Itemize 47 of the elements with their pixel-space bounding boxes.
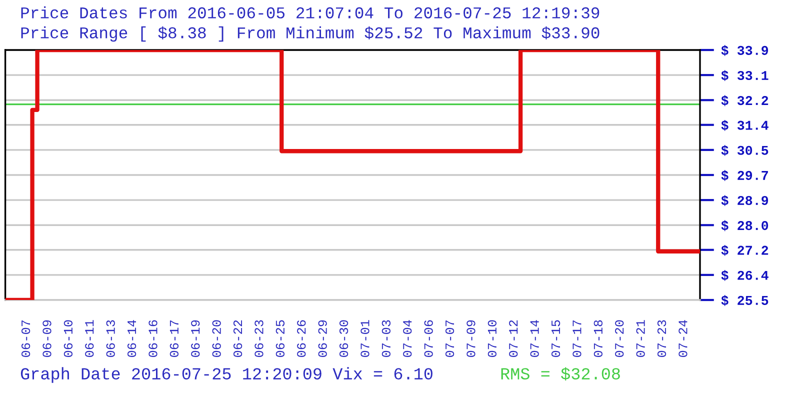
y-tick-label: $ 33.1 xyxy=(721,70,768,82)
x-tick-label: 07-03 xyxy=(382,320,391,358)
y-tick-label: $ 32.2 xyxy=(721,95,768,106)
x-tick-label: 06-19 xyxy=(191,320,200,358)
y-tick-label: $ 27.2 xyxy=(721,244,768,256)
x-tick-label: 06-14 xyxy=(127,320,136,358)
text: Graph Date 2016-07-25 12:20:09 Vix = 6.10 xyxy=(20,367,432,383)
y-tick-label: $ 25.5 xyxy=(721,295,768,306)
x-tick-label: 06-20 xyxy=(212,320,221,358)
x-tick-label: 06-16 xyxy=(148,320,158,358)
y-tick-label: $ 29.7 xyxy=(721,170,768,181)
x-tick-label: 06-26 xyxy=(297,320,306,358)
y-tick-label: $ 31.4 xyxy=(721,120,768,131)
x-tick-label: 07-04 xyxy=(403,320,412,358)
x-tick-label: 07-10 xyxy=(488,320,497,358)
y-tick-label: $ 28.9 xyxy=(721,195,768,206)
x-tick-label: 07-06 xyxy=(424,320,433,358)
x-tick-label: 07-24 xyxy=(678,320,688,358)
x-tick-label: 06-22 xyxy=(233,320,242,358)
x-tick-label: 07-01 xyxy=(360,320,370,358)
chart-title: Price Dates From 2016-06-05 21:07:04 To 2016-07-25 12:19:39 xyxy=(21,6,600,18)
x-tick-label: 07-21 xyxy=(636,320,645,358)
x-tick-label: 06-23 xyxy=(254,320,264,358)
x-tick-label: 07-15 xyxy=(551,320,560,358)
x-tick-label: 06-07 xyxy=(21,320,30,358)
x-tick-label: 07-09 xyxy=(466,320,476,358)
x-tick-label: 07-20 xyxy=(615,320,624,358)
ref-line-label: RMS = $32.08 xyxy=(501,367,620,381)
x-tick-label: 07-18 xyxy=(594,320,603,358)
x-tick-label: 07-07 xyxy=(445,320,454,358)
x-tick-label: 06-29 xyxy=(318,320,327,358)
y-tick-label: $ 28.0 xyxy=(721,220,768,232)
x-tick-label: 06-13 xyxy=(106,320,115,358)
x-tick-label: 06-10 xyxy=(64,320,73,358)
y-tick-label: $ 26.4 xyxy=(721,270,768,281)
y-tick-label: $ 30.5 xyxy=(721,145,768,156)
x-tick-label: 07-23 xyxy=(657,320,666,358)
x-tick-label: 06-09 xyxy=(42,320,52,358)
x-tick-label: 06-11 xyxy=(85,320,94,358)
x-tick-label: 07-17 xyxy=(572,320,582,358)
chart-subtitle: Price Range [ $8.38 ] From Minimum $25.52 To Maximum $33.90 xyxy=(21,26,600,42)
x-tick-label: 06-25 xyxy=(276,320,285,358)
x-tick-label: 06-30 xyxy=(339,320,348,358)
x-tick-label: 06-17 xyxy=(170,320,179,358)
x-tick-label: 07-14 xyxy=(530,320,539,358)
y-tick-label: $ 33.9 xyxy=(721,45,768,56)
x-tick-label: 07-12 xyxy=(509,320,518,358)
